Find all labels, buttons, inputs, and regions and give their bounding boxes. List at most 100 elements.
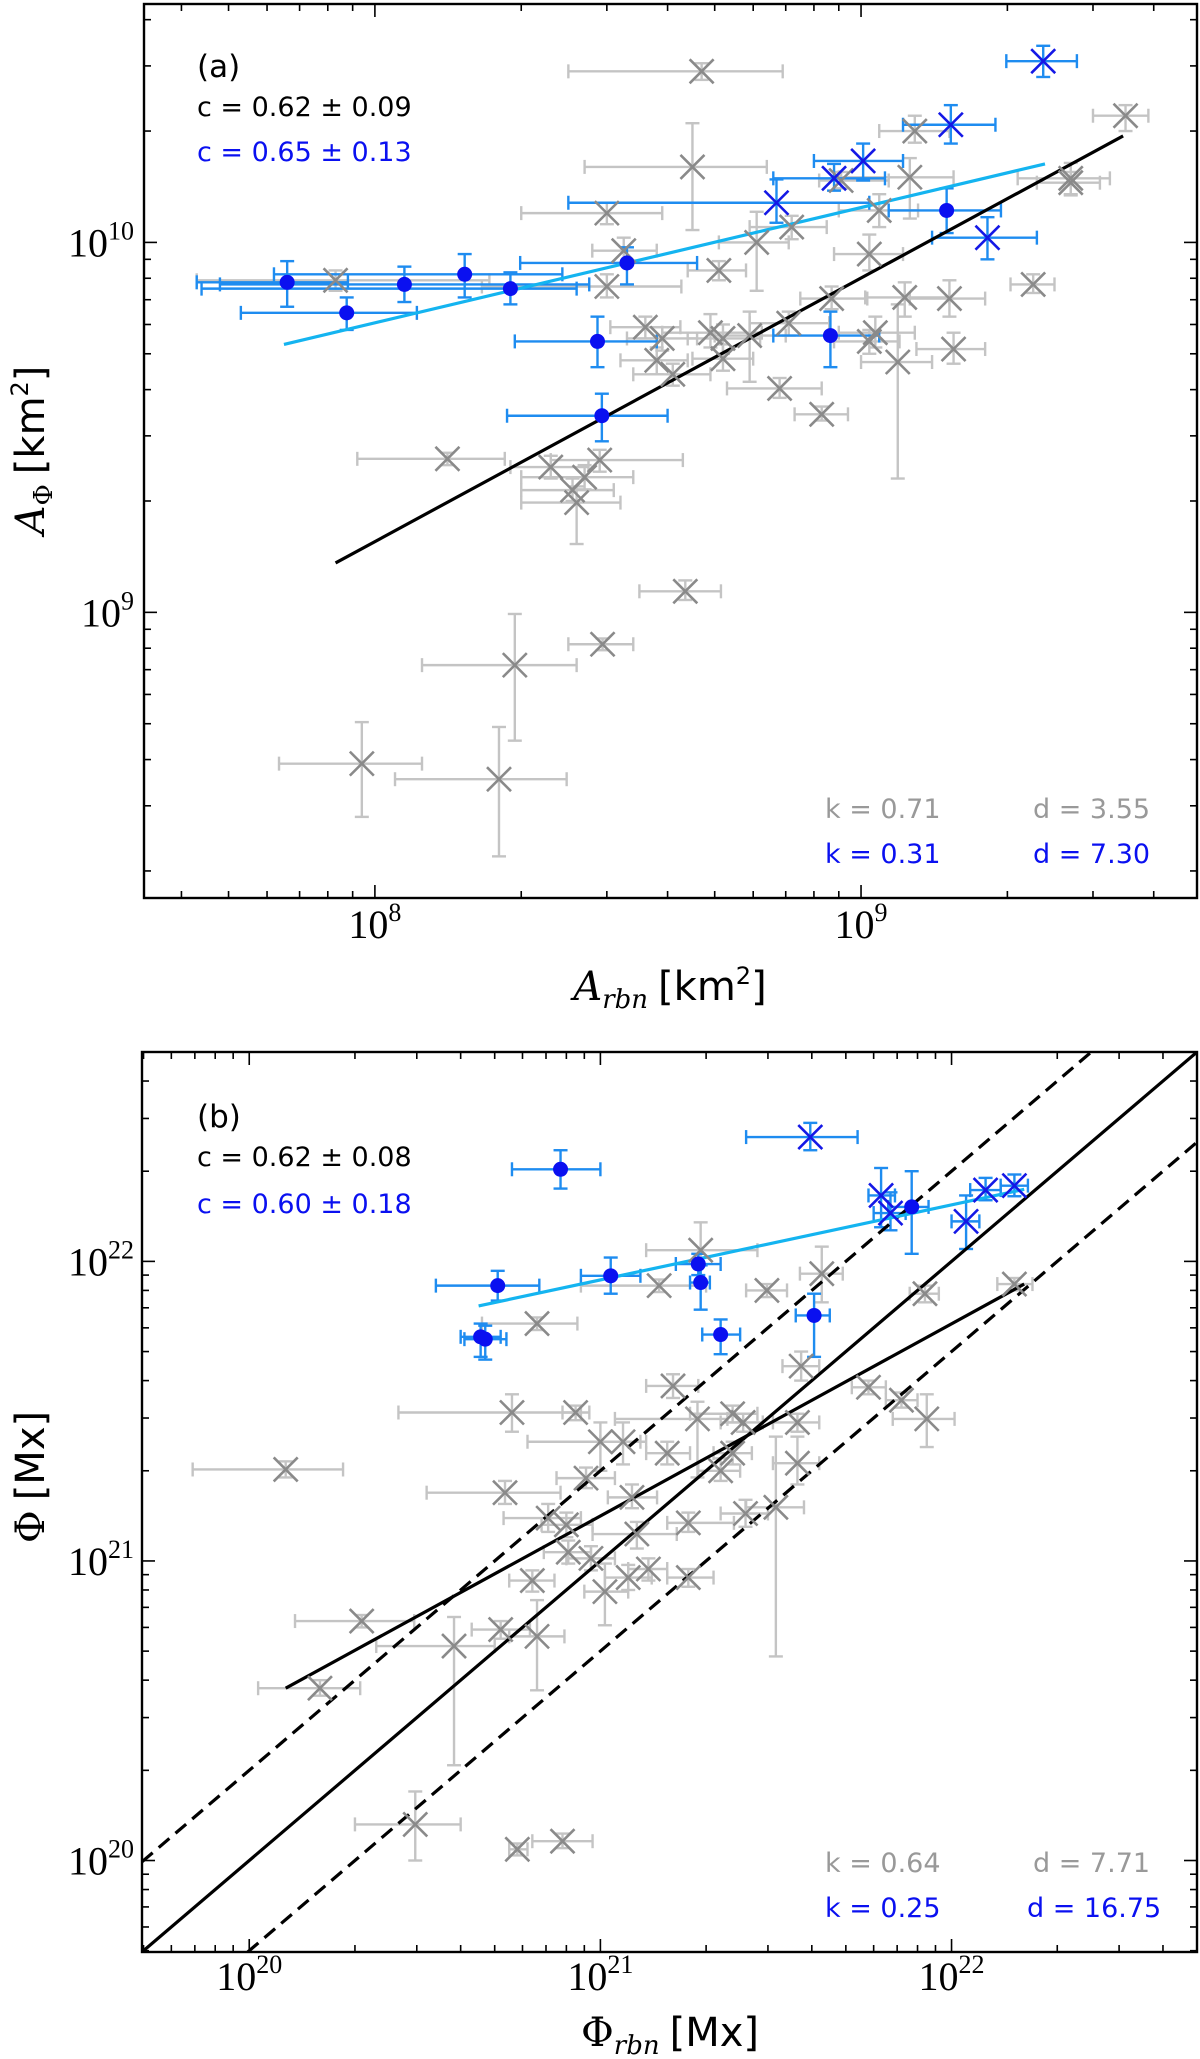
data-point-x-blue (974, 224, 1001, 251)
x-marker-stroke (646, 1272, 673, 1299)
x-marker-stroke (589, 631, 616, 658)
x-tick-label-base: 10 (348, 902, 388, 947)
data-point-x-gray (555, 1539, 582, 1566)
axes-frame (142, 2, 1199, 900)
panel-a-k-blue: k = 0.31 (825, 839, 941, 870)
data-point-x-gray (1057, 169, 1084, 196)
data-point-x-gray (549, 1828, 576, 1855)
x-tick-label-base: 10 (919, 1954, 959, 1999)
x-marker-stroke (553, 1511, 580, 1538)
fit-line-blue (478, 1187, 1025, 1308)
x-marker-stroke (537, 454, 564, 480)
panel-b-c-all: c = 0.62 ± 0.08 (197, 1142, 412, 1173)
x-tick-label-exponent: 9 (875, 898, 888, 927)
x-tick-label: 109 (835, 898, 888, 947)
factor-line-dashed (142, 1052, 1093, 1864)
x-marker-stroke (719, 1440, 746, 1467)
errorbar (891, 1393, 956, 1449)
panel-b-k-all: k = 0.64 (825, 1848, 941, 1879)
panel-b-d-blue: d = 16.75 (1027, 1893, 1161, 1924)
data-point-x-gray (808, 401, 835, 428)
data-point-x-gray (788, 1353, 815, 1380)
data-point-x-blue (850, 148, 877, 174)
data-point-x-gray (913, 1405, 940, 1432)
data-point-x-gray (675, 1564, 702, 1591)
errorbar (583, 122, 769, 232)
x-label-unit: [Mx] (670, 2010, 759, 2056)
data-point-x-gray (1020, 271, 1047, 298)
errorbar (425, 1479, 562, 1506)
x-tick-label-base: 10 (567, 1954, 607, 1999)
x-marker-stroke (610, 237, 637, 264)
y-tick-label-exponent: 9 (121, 586, 134, 615)
errorbar (725, 376, 823, 400)
x-marker-stroke (766, 375, 793, 402)
x-marker-stroke (821, 165, 847, 192)
x-marker-stroke (492, 1479, 518, 1506)
x-marker-stroke (891, 284, 918, 311)
x-tick-label-base: 10 (216, 1954, 256, 1999)
x-marker-stroke (763, 189, 790, 216)
x-marker-stroke (896, 164, 923, 191)
data-point-x-gray (675, 1509, 702, 1536)
data-point-x-gray (643, 347, 670, 374)
data-point-x-gray (778, 214, 805, 241)
x-marker-stroke (697, 319, 724, 346)
x-marker-stroke (593, 273, 620, 300)
data-point-x-gray (697, 319, 724, 346)
data-point-x-gray (519, 1567, 546, 1594)
data-point-dot (339, 305, 355, 321)
ticks (144, 4, 1197, 898)
data-point-dot (553, 1161, 569, 1177)
points (272, 1124, 1028, 1863)
errorbar (505, 392, 669, 443)
y-tick-label-exponent: 22 (108, 1235, 134, 1264)
x-marker-stroke (524, 1623, 550, 1650)
data-point-x-gray (707, 1457, 734, 1484)
data-point-x-gray (307, 1675, 333, 1702)
data-point-x-gray (649, 325, 676, 352)
x-marker-stroke (877, 1200, 904, 1226)
data-point-x-gray (940, 336, 967, 362)
data-point-x-gray (736, 322, 763, 349)
data-point-x-gray (487, 1616, 514, 1643)
x-label-unit-exp: 2 (736, 962, 751, 990)
x-marker-stroke (563, 489, 590, 516)
data-point-dot (603, 1268, 619, 1284)
panel-b-marks (142, 1052, 1197, 1952)
x-tick-label-exponent: 8 (388, 898, 401, 927)
y-label-unit-exp: 2 (6, 381, 34, 396)
panel-b-label: (b) (197, 1099, 241, 1135)
data-point-dot (589, 333, 605, 349)
errorbar (748, 214, 828, 241)
data-point-x-blue (868, 1182, 895, 1209)
data-point-x-gray (593, 273, 620, 300)
x-tick-label: 108 (348, 898, 401, 947)
data-point-x-blue (877, 1200, 904, 1226)
x-marker-stroke (348, 1608, 375, 1634)
data-point-x-gray (1112, 102, 1139, 129)
data-point-dot (477, 1331, 493, 1347)
fit-line-all (284, 1282, 1025, 1690)
data-point-x-gray (884, 349, 911, 375)
x-marker-stroke (643, 347, 670, 374)
data-point-x-gray (679, 153, 706, 180)
panel-a-d-blue: d = 7.30 (1033, 839, 1150, 870)
y-tick-label-base: 10 (68, 1239, 108, 1284)
x-marker-stroke (1020, 271, 1047, 298)
panel-a-marks (195, 44, 1150, 858)
panel-a-k-all: k = 0.71 (825, 794, 941, 825)
errorbar (1035, 170, 1102, 196)
x-label-unit-close: ] (751, 964, 767, 1010)
data-point-x-gray (1057, 165, 1084, 192)
data-point-dot (396, 276, 412, 292)
x-marker-stroke (778, 214, 805, 241)
data-point-x-blue (797, 1124, 824, 1150)
data-point-x-gray (573, 1465, 599, 1492)
data-point-x-gray (535, 1505, 562, 1532)
fit-lines (283, 134, 1124, 565)
